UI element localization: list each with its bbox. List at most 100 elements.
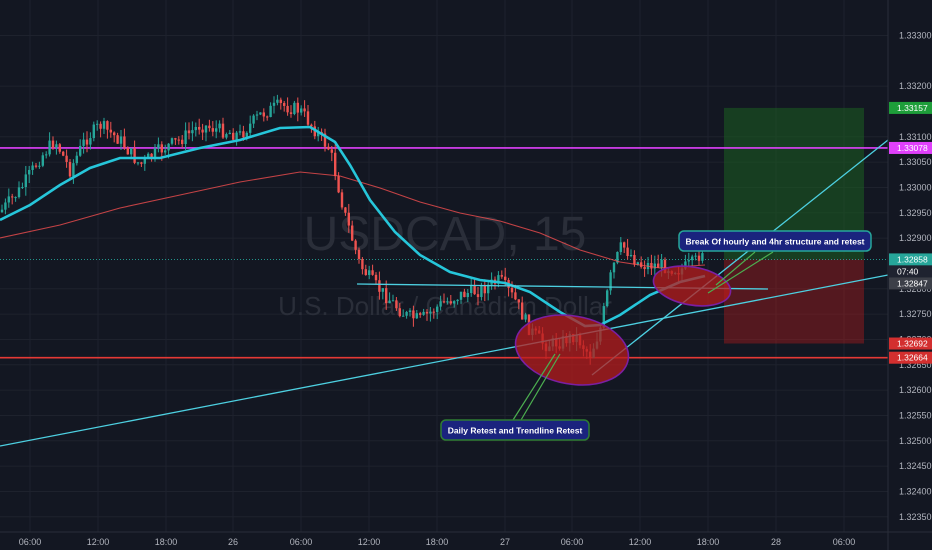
candle-body (99, 123, 102, 129)
candle-body (45, 154, 48, 156)
candle-body (609, 272, 612, 291)
candle-body (102, 121, 106, 129)
candle-body (487, 284, 490, 294)
callout-line-break (715, 251, 756, 286)
candle-body (633, 255, 636, 265)
candle-body (619, 242, 622, 252)
candle-body (510, 287, 514, 293)
x-tick-label: 27 (500, 537, 510, 547)
candle-body (653, 263, 656, 269)
candle-body (483, 285, 486, 294)
candle-body (17, 187, 21, 198)
watermark-symbol: USDCAD, 15 (304, 208, 587, 261)
candle-body (687, 260, 690, 262)
candle-body (232, 132, 235, 140)
candle-body (218, 123, 221, 129)
candle-body (34, 165, 38, 167)
candle-body (228, 132, 231, 135)
candle-body (28, 169, 31, 175)
candle-body (133, 148, 136, 163)
candle-body (14, 197, 17, 199)
candle-body (293, 102, 296, 114)
candle-body (303, 108, 306, 112)
candle-body (347, 212, 350, 226)
annotation-box-break[interactable] (678, 230, 872, 252)
watermark: USDCAD, 15 U.S. Dollar / Canadian Dollar (278, 208, 612, 321)
y-tick-label: 1.32650 (899, 360, 932, 370)
structure-retest-zone (652, 265, 732, 307)
candle-body (388, 300, 391, 304)
candle-body (354, 240, 357, 250)
candle-body (436, 306, 439, 313)
candle-body (191, 130, 194, 134)
candle-body (429, 311, 432, 314)
price-badge-label: 1.33078 (897, 143, 928, 153)
y-tick-label: 1.32400 (899, 486, 932, 496)
candle-body (412, 310, 415, 319)
candle-body (164, 150, 167, 153)
candle-body (650, 262, 653, 269)
callout-line-break-2 (707, 251, 774, 294)
x-tick-label: 18:00 (426, 537, 449, 547)
candle-body (402, 315, 405, 317)
candle-body (181, 139, 184, 145)
candle-body (439, 301, 442, 307)
price-badge (889, 265, 932, 278)
candle-body (177, 139, 180, 141)
price-badge (889, 277, 932, 290)
candle-body (113, 132, 116, 136)
candle-body (378, 280, 381, 292)
candle-body (170, 138, 174, 144)
candle-body (391, 300, 395, 302)
candle-body (174, 138, 177, 140)
candle-body (65, 155, 68, 162)
candle-body (269, 105, 272, 118)
annotations: Break Of hourly and 4hr structure and re… (440, 230, 872, 441)
y-tick-label: 1.33300 (899, 30, 932, 40)
y-tick-label: 1.32550 (899, 410, 932, 420)
x-tick-label: 12:00 (629, 537, 652, 547)
y-tick-label: 1.33200 (899, 81, 932, 91)
candle-body (466, 293, 469, 298)
candle-body (286, 105, 289, 113)
slow-moving-average-line (0, 171, 706, 269)
candle-body (201, 129, 204, 133)
price-badge (889, 351, 932, 364)
candle-body (262, 112, 265, 117)
candle-body (238, 131, 242, 133)
candle-body (150, 153, 153, 159)
x-tick-label: 18:00 (697, 537, 720, 547)
x-tick-label: 06:00 (561, 537, 584, 547)
candle-body (96, 123, 99, 125)
candle-body (116, 135, 119, 144)
candle-body (289, 112, 293, 114)
candle-body (323, 133, 327, 147)
candle-body (368, 270, 371, 275)
price-badge-label: 1.33157 (897, 103, 928, 113)
candle-body (691, 256, 694, 261)
callout-line-daily (512, 353, 556, 421)
candle-body (276, 99, 279, 103)
candle-body (521, 302, 524, 320)
candle-body (643, 266, 646, 270)
candle-body (51, 140, 55, 148)
candle-body (405, 311, 408, 316)
candle-body (694, 255, 697, 257)
candle-body (364, 269, 367, 275)
candle-body (395, 300, 398, 309)
candle-body (72, 163, 75, 177)
candle-body (215, 128, 218, 132)
candle-body (38, 165, 41, 167)
candle-body (701, 253, 704, 261)
candle-body (480, 285, 483, 298)
candle-body (187, 130, 191, 134)
candle-body (198, 126, 201, 130)
price-badge-label: 07:40 (897, 266, 919, 276)
price-badge (889, 253, 932, 266)
x-tick-label: 12:00 (87, 537, 110, 547)
candle-body (123, 136, 126, 148)
annotation-box-daily[interactable] (440, 419, 590, 441)
candle-body (463, 291, 466, 298)
